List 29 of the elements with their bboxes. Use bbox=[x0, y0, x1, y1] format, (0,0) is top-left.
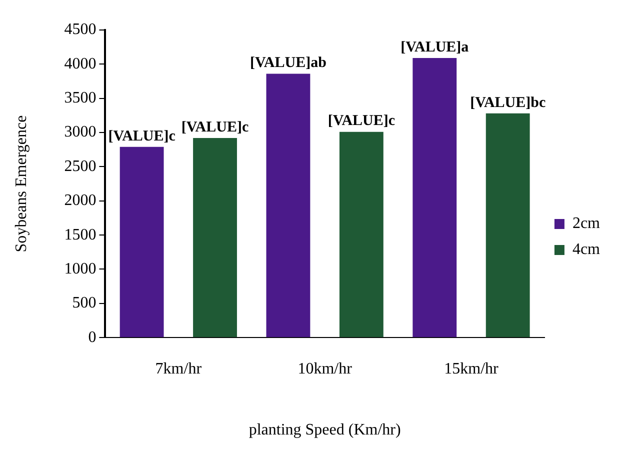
bar bbox=[120, 146, 164, 338]
y-axis-title: Soybeans Emergence bbox=[12, 115, 30, 252]
bar bbox=[266, 74, 310, 338]
annotation: [VALUE]c bbox=[328, 113, 396, 130]
y-tick-label: 0 bbox=[88, 328, 96, 346]
annotation: [VALUE]c bbox=[108, 128, 176, 144]
y-tick-label: 3000 bbox=[64, 124, 96, 141]
bar bbox=[486, 113, 530, 338]
annotation: [VALUE]ab bbox=[250, 55, 326, 72]
annotation: [VALUE]c bbox=[181, 119, 249, 136]
legend-label: 4cm bbox=[572, 241, 601, 258]
annotation: [VALUE]a bbox=[400, 39, 470, 56]
y-tick-label: 1500 bbox=[64, 226, 96, 244]
y-tick-label: 4500 bbox=[64, 21, 96, 38]
x-tick-label: 10km/hr bbox=[298, 360, 353, 378]
bar bbox=[412, 58, 457, 338]
y-tick-label: 2000 bbox=[64, 192, 96, 210]
bar bbox=[193, 138, 237, 338]
annotation: [VALUE]bc bbox=[470, 94, 546, 111]
y-tick-label: 3500 bbox=[64, 90, 96, 107]
legend-label: 2cm bbox=[572, 215, 601, 232]
y-tick-label: 1000 bbox=[64, 260, 96, 278]
x-axis-title: planting Speed (Km/hr) bbox=[248, 422, 401, 439]
x-tick-label: 7km/hr bbox=[155, 360, 202, 378]
y-tick-label: 4000 bbox=[64, 55, 96, 72]
bar bbox=[339, 132, 384, 338]
y-tick-label: 500 bbox=[72, 294, 96, 312]
y-tick-label: 2500 bbox=[64, 158, 96, 175]
x-tick-label: 15km/hr bbox=[444, 360, 500, 378]
